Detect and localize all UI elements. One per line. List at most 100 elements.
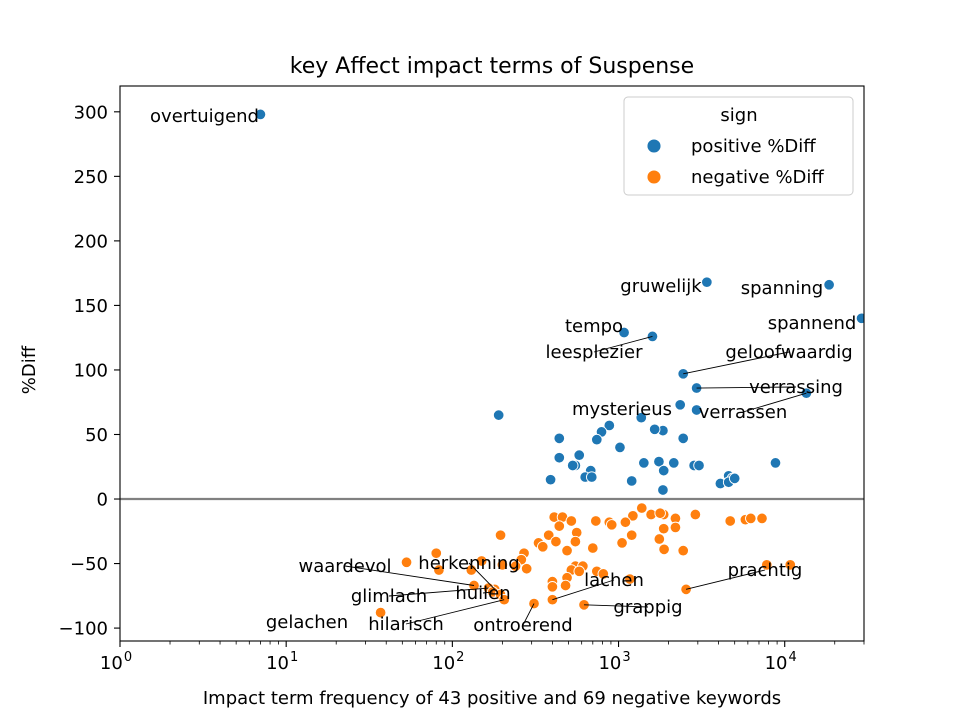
data-point [546,581,559,593]
data-point [400,556,413,569]
y-tick-label: −50 [70,554,108,575]
axes-frame [119,85,865,642]
y-tick-label: 50 [85,425,108,446]
x-tick-label: 100 [100,650,132,674]
data-point [653,533,666,545]
annotation-label: verrassen [699,402,787,423]
data-point [590,515,602,527]
annotation-leader-line [552,579,615,601]
data-point [614,441,626,454]
data-point [693,459,705,472]
legend-label: negative %Diff [691,167,824,188]
annotation-leader-line [344,565,475,586]
data-point [587,542,599,554]
data-point [618,326,630,339]
data-point [520,562,533,575]
x-tick-label: 102 [432,650,464,674]
data-point [496,559,509,571]
data-point [653,455,665,468]
annotation-leader-line [405,599,505,625]
data-point [492,409,505,421]
legend: sign positive %Diff negative %Diff [623,96,854,196]
data-point [494,529,507,541]
annotation-label: leesplezier [546,342,644,363]
annotation-label: tempo [565,316,623,337]
y-tick-label: 0 [97,490,108,511]
legend-marker [646,138,662,154]
data-point [724,515,736,527]
data-point [509,560,522,572]
data-point [677,368,689,380]
data-point [657,464,670,477]
data-point [728,472,741,485]
data-point [690,404,703,416]
data-point [544,473,557,486]
annotation-label: waardevol [298,556,391,577]
data-point [374,606,387,619]
data-point [537,541,549,553]
data-point [550,535,562,548]
data-point [566,459,579,472]
annotation-leader-line [742,392,807,413]
annotation-leader-line [468,562,496,590]
data-point [559,579,572,592]
x-tick-label: 101 [266,650,298,674]
data-point [616,537,628,549]
data-point [689,508,702,521]
data-point [635,411,648,424]
annotation-label: gelachen [266,612,348,633]
y-tick-label: 300 [74,102,108,123]
data-point [542,529,555,541]
annotation-leader-line [522,603,535,626]
data-point [654,507,666,519]
data-point [553,520,566,532]
annotation-label: lachen [584,570,644,591]
data-point [475,555,488,567]
data-point [677,544,689,557]
data-point [855,312,864,325]
annotation-label: geloofwaardig [725,342,852,363]
data-point [745,512,757,525]
data-point [701,276,713,288]
data-point [761,559,773,571]
y-axis-title: %Diff [19,345,40,394]
data-point [561,544,573,557]
data-point [430,547,443,559]
annotation-leader-line [593,335,653,353]
data-point [591,433,603,446]
legend-box [623,96,854,196]
data-point [573,449,585,461]
data-point [677,432,689,445]
annotation-label: herkenning [418,553,519,574]
data-point [648,423,661,436]
data-point [669,521,682,534]
data-point [668,457,680,469]
annotation-leader-line [482,591,493,594]
annotation-label: glimlach [351,586,427,607]
legend-title: sign [720,105,757,126]
data-point [553,451,566,464]
annotation-label: gruwelijk [620,276,702,297]
x-axis-title: Impact term frequency of 43 positive and… [203,688,781,709]
y-tick-label: 150 [74,296,108,317]
annotation-leader-line [388,587,489,597]
data-point [625,475,638,487]
data-point [624,573,636,585]
data-point [636,502,648,514]
data-point [657,522,670,535]
annotation-label: verrassing [749,377,843,398]
data-point [625,529,638,541]
annotation-label: spannend [768,313,857,334]
data-point [619,516,632,529]
data-point [597,568,610,580]
y-tick-label: −100 [59,619,108,640]
annotation-label: hilarisch [368,614,444,635]
data-point [627,510,639,522]
data-point [586,471,598,483]
legend-marker [646,169,662,185]
annotation-leader-line [696,386,797,389]
annotation-leader-line [584,604,649,608]
annotation-label: spanning [741,278,824,299]
series-positive [254,108,864,496]
